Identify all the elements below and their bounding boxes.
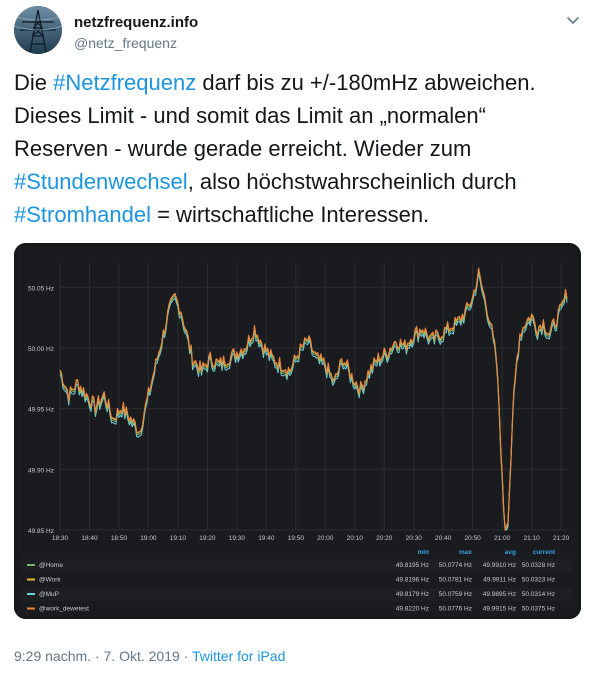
- legend-value: 49.8179 Hz: [396, 591, 429, 598]
- meta-separator-2: ·: [179, 648, 192, 664]
- legend-value: 50.0781 Hz: [439, 577, 472, 584]
- x-tick-label: 19:20: [199, 535, 216, 542]
- legend-value: 50.0328 Hz: [522, 562, 555, 569]
- chevron-down-icon[interactable]: [565, 12, 581, 28]
- legend-swatch: [27, 593, 35, 595]
- legend-swatch: [27, 564, 35, 566]
- x-tick-label: 18:50: [111, 535, 128, 542]
- legend-row: [22, 602, 572, 616]
- legend-swatch: [27, 607, 35, 610]
- legend-series-name[interactable]: @Home: [39, 562, 63, 569]
- tweet-text-segment: = wirtschaftliche Interessen.: [150, 202, 430, 227]
- x-tick-label: 21:20: [553, 535, 570, 542]
- hashtag-link[interactable]: #Netzfrequenz: [53, 70, 197, 95]
- legend-column-header[interactable]: min: [417, 549, 429, 556]
- chart-legend: min max avg current @Home 49.8195 Hz 50.0774 H…: [22, 549, 572, 616]
- legend-row: [22, 588, 572, 601]
- legend-series-name[interactable]: @work_dewetest: [39, 606, 89, 613]
- x-tick-label: 20:40: [435, 535, 452, 542]
- y-tick-label: 49.85 Hz: [28, 528, 54, 535]
- legend-value: 50.0375 Hz: [522, 606, 555, 613]
- legend-value: 50.0314 Hz: [522, 591, 555, 598]
- legend-value: 50.0323 Hz: [522, 577, 555, 584]
- x-tick-label: 19:10: [170, 535, 187, 542]
- y-tick-label: 50.05 Hz: [28, 285, 54, 292]
- legend-series-name[interactable]: @MuP: [39, 591, 59, 598]
- tweet-text-segment: darf bis zu +/-180mHz abweichen. Dieses …: [14, 70, 536, 161]
- x-tick-label: 19:00: [140, 535, 157, 542]
- tweet-text-segment: Die: [14, 70, 54, 95]
- x-tick-label: 18:40: [81, 535, 98, 542]
- legend-value: 49.8195 Hz: [396, 562, 429, 569]
- legend-row: [22, 573, 572, 587]
- x-axis: 18:30 18:40 18:50 19:00 19:10 19:20 19:30 19:40…: [52, 535, 570, 542]
- x-tick-label: 21:10: [523, 535, 540, 542]
- legend-value: 50.0774 Hz: [439, 562, 472, 569]
- legend-swatch: [27, 578, 35, 581]
- legend-column-header[interactable]: avg: [505, 549, 516, 556]
- tweet-source-link[interactable]: Twitter for iPad: [192, 648, 286, 664]
- tweet-date[interactable]: 7. Okt. 2019: [103, 648, 180, 664]
- legend-value: 49.8196 Hz: [396, 577, 429, 584]
- series-line-3: [59, 267, 568, 531]
- display-name[interactable]: netzfrequenz.info: [74, 14, 199, 31]
- x-tick-label: 20:00: [317, 535, 334, 542]
- x-tick-label: 19:50: [288, 535, 305, 542]
- x-tick-label: 19:40: [258, 535, 275, 542]
- avatar[interactable]: [14, 6, 62, 54]
- legend-value: 49.8220 Hz: [396, 606, 429, 613]
- grafana-chart-image[interactable]: 50.05 Hz 50.00 Hz 49.95 Hz 49.90 Hz 49.85 Hz…: [14, 243, 581, 619]
- y-axis: 50.05 Hz 50.00 Hz 49.95 Hz 49.90 Hz 49.85 Hz: [28, 285, 54, 535]
- author-block[interactable]: netzfrequenz.info @netz_frequenz: [74, 14, 198, 52]
- x-tick-label: 21:00: [494, 535, 511, 542]
- x-tick-label: 20:20: [376, 535, 393, 542]
- tweet-metadata: 9:29 nachm. · 7. Okt. 2019 · Twitter for…: [14, 647, 285, 665]
- legend-value: 50.0759 Hz: [439, 591, 472, 598]
- frequency-chart: 50.05 Hz 50.00 Hz 49.95 Hz 49.90 Hz 49.85 Hz…: [14, 243, 581, 619]
- legend-value: 49.9910 Hz: [483, 562, 516, 569]
- legend-value: 49.9915 Hz: [483, 606, 516, 613]
- meta-separator: ·: [91, 648, 104, 664]
- y-tick-label: 49.95 Hz: [28, 407, 54, 414]
- hashtag-link[interactable]: #Stromhandel: [14, 202, 151, 227]
- legend-column-header[interactable]: current: [533, 549, 556, 556]
- legend-value: 50.0776 Hz: [439, 606, 472, 613]
- y-tick-label: 49.90 Hz: [28, 467, 54, 474]
- legend-row: [22, 559, 572, 572]
- user-handle[interactable]: @netz_frequenz: [74, 35, 177, 51]
- power-pylon-avatar-icon: [14, 6, 62, 54]
- tweet-text-segment: , also höchstwahrscheinlich durch: [187, 169, 517, 194]
- chart-series-lines: [59, 267, 568, 531]
- x-tick-label: 20:10: [347, 535, 364, 542]
- x-tick-label: 20:50: [465, 535, 482, 542]
- x-tick-label: 18:30: [52, 535, 69, 542]
- legend-value: 49.9895 Hz: [483, 591, 516, 598]
- tweet-text: Die #Netzfrequenz darf bis zu +/-180mHz …: [14, 66, 584, 231]
- x-tick-label: 20:30: [406, 535, 423, 542]
- legend-value: 49.9911 Hz: [483, 577, 516, 584]
- tweet-time[interactable]: 9:29 nachm.: [14, 648, 92, 664]
- legend-series-name[interactable]: @Work: [39, 577, 61, 584]
- y-tick-label: 50.00 Hz: [28, 346, 54, 353]
- hashtag-link[interactable]: #Stundenwechsel: [14, 169, 188, 194]
- x-tick-label: 19:30: [229, 535, 246, 542]
- legend-column-header[interactable]: max: [459, 549, 472, 556]
